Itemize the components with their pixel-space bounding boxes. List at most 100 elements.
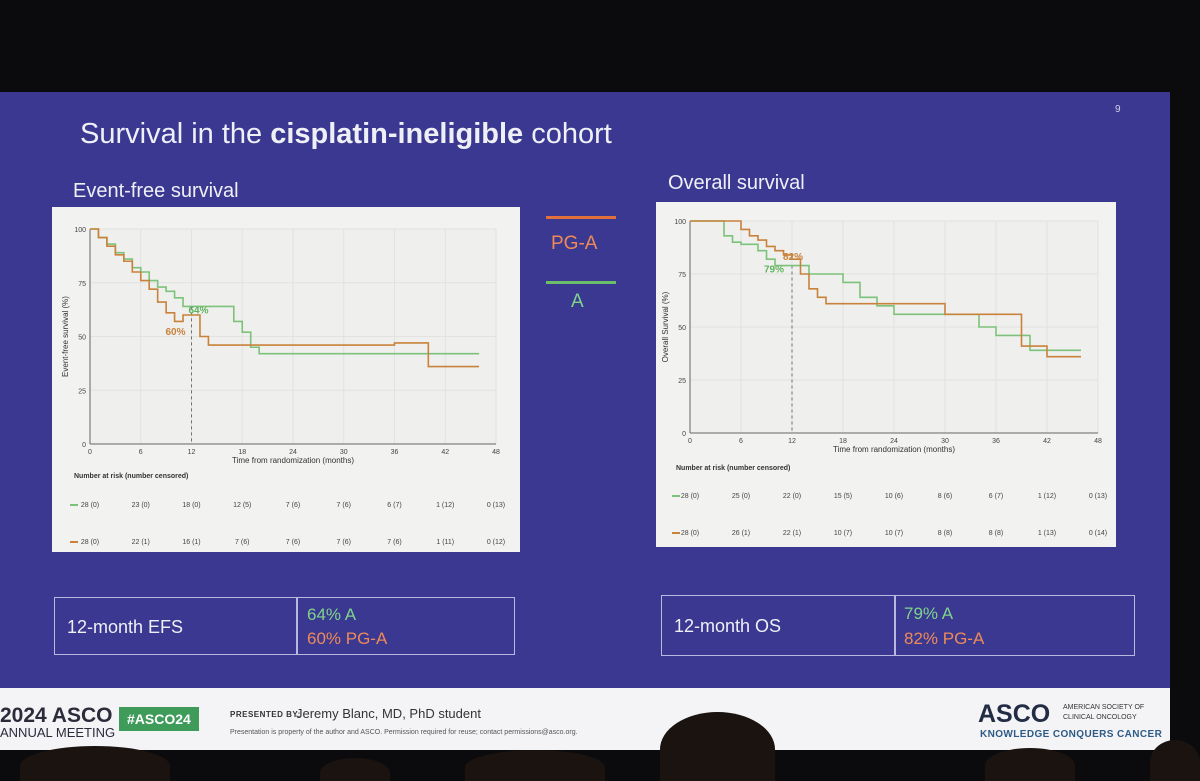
km-curve-pga: [90, 228, 480, 368]
km-curve-a: [90, 228, 480, 355]
risk-cell: 7 (6): [337, 502, 351, 509]
x-axis-title: Time from randomization (months): [232, 456, 354, 465]
slide-number: 9: [1115, 104, 1121, 115]
y-tick-label: 100: [74, 227, 86, 234]
risk-cell: 22 (0): [783, 493, 801, 500]
risk-cell: 7 (6): [286, 539, 300, 546]
os-summary-box: 12-month OS 79% A 82% PG-A: [661, 595, 1135, 656]
risk-cell: 28 (0): [681, 530, 699, 537]
km-curve-a: [690, 220, 1081, 352]
risk-cell: 26 (1): [732, 530, 750, 537]
asco-logo-text: ASCO: [978, 700, 1051, 728]
risk-table-title: Number at risk (number censored): [676, 465, 790, 472]
risk-cell: 6 (7): [387, 502, 401, 509]
risk-cell: 7 (6): [235, 539, 249, 546]
x-tick-label: 18: [238, 449, 246, 456]
risk-cell: 1 (12): [436, 502, 454, 509]
risk-cell: 7 (6): [337, 539, 351, 546]
risk-cell: 8 (8): [989, 530, 1003, 537]
x-tick-label: 30: [340, 449, 348, 456]
audience-head: [20, 746, 170, 781]
y-tick-label: 25: [78, 388, 86, 395]
efs-chart: 0 6 12 18 24 30 36 42 48 0 25 50 75 100 Time from rand…: [61, 227, 505, 546]
audience-head: [660, 712, 775, 781]
x-tick-label: 12: [788, 438, 796, 445]
y-tick-label: 50: [78, 335, 86, 342]
presented-by-label: PRESENTED BY:: [230, 710, 301, 719]
os-summary-label: 12-month OS: [674, 616, 782, 636]
risk-cell: 10 (6): [885, 493, 903, 500]
risk-cell: 28 (0): [81, 539, 99, 546]
x-tick-label: 0: [88, 449, 92, 456]
risk-table-title: Number at risk (number censored): [74, 473, 188, 480]
efs-summary-a: 64% A: [307, 605, 357, 624]
society-line-2: CLINICAL ONCOLOGY: [1063, 714, 1137, 721]
legend-line-a: [546, 281, 616, 284]
risk-cell: 22 (1): [132, 539, 150, 546]
x-tick-label: 12: [188, 449, 196, 456]
title-bold: cisplatin-ineligible: [270, 118, 524, 150]
efs-subtitle: Event-free survival: [73, 180, 239, 202]
risk-cell: 8 (6): [938, 493, 952, 500]
efs-chart-panel: 0 6 12 18 24 30 36 42 48 0 25 50 75 100 Time from rand…: [52, 207, 520, 552]
annotation-pga-12-month: 82%: [783, 252, 803, 263]
audience-head: [985, 748, 1075, 781]
risk-cell: 10 (7): [885, 530, 903, 537]
risk-cell: 1 (11): [436, 539, 454, 546]
footer-tagline: KNOWLEDGE CONQUERS CANCER: [980, 729, 1163, 740]
risk-cell: 25 (0): [732, 493, 750, 500]
risk-cell: 23 (0): [132, 502, 150, 509]
x-axis-title: Time from randomization (months): [833, 445, 955, 454]
footer-year-brand: 2024 ASCO: [0, 704, 113, 727]
x-tick-label: 24: [289, 449, 297, 456]
risk-cell: 0 (14): [1089, 530, 1107, 537]
legend-line-pga: [546, 216, 616, 219]
efs-summary-label: 12-month EFS: [67, 617, 184, 637]
x-tick-label: 42: [1043, 438, 1051, 445]
os-summary-a: 79% A: [904, 604, 954, 623]
footer-disclaimer: Presentation is property of the author a…: [230, 729, 578, 736]
risk-cell: 22 (1): [783, 530, 801, 537]
os-summary-divider: [894, 596, 896, 655]
risk-cell: 28 (0): [81, 502, 99, 509]
km-curve-pga: [690, 220, 1081, 358]
audience-head: [1150, 740, 1200, 781]
presenter-name: Jeremy Blanc, MD, PhD student: [296, 706, 481, 721]
x-tick-label: 6: [139, 449, 143, 456]
annotation-pga-12-month: 60%: [166, 327, 186, 338]
risk-cell: 7 (6): [387, 539, 401, 546]
risk-cell: 16 (1): [182, 539, 200, 546]
risk-cell: 12 (5): [233, 502, 251, 509]
risk-cell: 10 (7): [834, 530, 852, 537]
annotation-a-12-month: 64%: [189, 305, 209, 316]
y-tick-label: 50: [678, 325, 686, 332]
annotation-a-12-month: 79%: [764, 265, 784, 276]
footer-meeting: ANNUAL MEETING: [0, 725, 116, 740]
x-tick-label: 48: [1094, 438, 1102, 445]
os-subtitle: Overall survival: [668, 172, 805, 194]
society-line-1: AMERICAN SOCIETY OF: [1063, 704, 1145, 711]
risk-cell: 0 (12): [487, 539, 505, 546]
risk-cell: 0 (13): [1089, 493, 1107, 500]
x-tick-label: 48: [492, 449, 500, 456]
y-tick-label: 0: [82, 442, 86, 449]
x-tick-label: 18: [839, 438, 847, 445]
os-chart: 0 6 12 18 24 30 36 42 48 0 25 50 75 100 Time from rand…: [661, 219, 1107, 537]
y-tick-label: 25: [678, 378, 686, 385]
audience-head: [465, 750, 605, 781]
legend-label-a: A: [571, 291, 584, 312]
x-tick-label: 36: [391, 449, 399, 456]
x-tick-label: 24: [890, 438, 898, 445]
risk-cell: 0 (13): [487, 502, 505, 509]
efs-summary-pga: 60% PG-A: [307, 629, 388, 648]
x-tick-label: 36: [992, 438, 1000, 445]
hashtag-badge: #ASCO24: [119, 707, 199, 731]
os-chart-panel: 0 6 12 18 24 30 36 42 48 0 25 50 75 100 Time from rand…: [656, 202, 1116, 547]
risk-cell: 1 (13): [1038, 530, 1056, 537]
audience-head: [320, 758, 390, 781]
risk-cell: 18 (0): [182, 502, 200, 509]
y-tick-label: 100: [674, 219, 686, 226]
slide-title: Survival in the cisplatin-ineligible coh…: [80, 118, 612, 151]
risk-cell: 7 (6): [286, 502, 300, 509]
